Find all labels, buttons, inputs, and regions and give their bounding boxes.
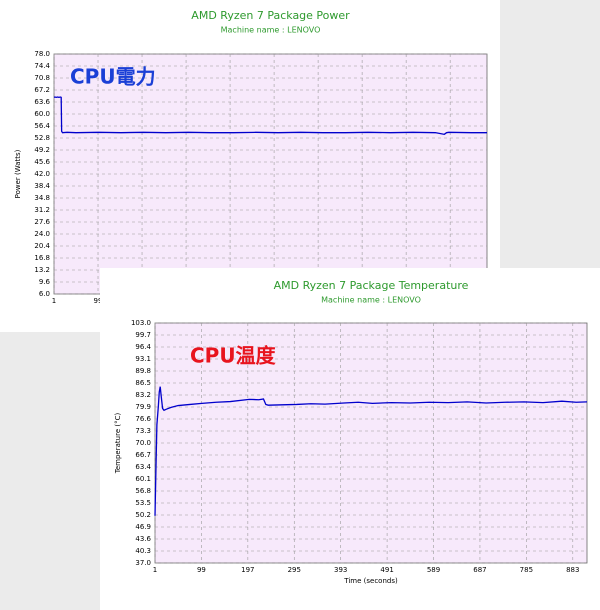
y-tick-label: 70.0 xyxy=(135,439,151,447)
y-tick-label: 96.4 xyxy=(135,343,151,351)
y-tick-label: 60.0 xyxy=(34,110,50,118)
x-tick-label: 883 xyxy=(566,566,579,574)
y-tick-label: 20.4 xyxy=(34,242,50,250)
x-tick-label: 491 xyxy=(380,566,393,574)
y-tick-label: 43.6 xyxy=(135,535,151,543)
chart-panel: AMD Ryzen 7 Package Power Machine name : … xyxy=(0,0,500,332)
y-tick-label: 67.2 xyxy=(34,86,50,94)
y-axis-label: Temperature (°C) xyxy=(114,413,122,475)
y-tick-label: 56.4 xyxy=(34,122,50,130)
y-tick-label: 63.6 xyxy=(34,98,50,106)
y-tick-label: 38.4 xyxy=(34,182,50,190)
y-tick-label: 99.7 xyxy=(135,331,151,339)
y-tick-label: 46.9 xyxy=(135,523,151,531)
chart-subtitle: Machine name : LENOVO xyxy=(321,296,421,305)
y-tick-label: 52.8 xyxy=(34,134,50,142)
y-tick-label: 73.3 xyxy=(135,427,151,435)
chart-title: AMD Ryzen 7 Package Temperature xyxy=(274,279,469,292)
y-tick-label: 74.4 xyxy=(34,62,50,70)
chart-subtitle: Machine name : LENOVO xyxy=(221,26,321,35)
y-tick-label: 89.8 xyxy=(135,367,151,375)
annotation: CPU電力 xyxy=(70,65,156,89)
y-tick-label: 34.8 xyxy=(34,194,50,202)
x-tick-label: 393 xyxy=(334,566,347,574)
y-tick-label: 37.0 xyxy=(135,559,151,567)
y-tick-label: 60.1 xyxy=(135,475,151,483)
x-tick-label: 687 xyxy=(473,566,486,574)
y-tick-label: 86.5 xyxy=(135,379,151,387)
y-tick-label: 16.8 xyxy=(34,254,50,262)
y-tick-label: 83.2 xyxy=(135,391,151,399)
x-tick-label: 99 xyxy=(94,297,103,305)
x-axis-label: Time (seconds) xyxy=(343,577,398,585)
y-tick-label: 66.7 xyxy=(135,451,151,459)
x-tick-label: 197 xyxy=(241,566,254,574)
data-line xyxy=(154,386,588,516)
y-tick-label: 50.2 xyxy=(135,511,151,519)
x-tick-label: 785 xyxy=(520,566,533,574)
x-tick-label: 99 xyxy=(197,566,206,574)
x-tick-label: 589 xyxy=(427,566,440,574)
y-tick-label: 45.6 xyxy=(34,158,50,166)
chart-title: AMD Ryzen 7 Package Power xyxy=(191,9,350,22)
y-tick-label: 76.6 xyxy=(135,415,151,423)
y-tick-label: 40.3 xyxy=(135,547,151,555)
y-tick-label: 31.2 xyxy=(34,206,50,214)
y-tick-label: 63.4 xyxy=(135,463,151,471)
x-tick-label: 1 xyxy=(153,566,157,574)
y-tick-label: 49.2 xyxy=(34,146,50,154)
y-tick-label: 79.9 xyxy=(135,403,151,411)
y-tick-label: 6.0 xyxy=(39,290,50,298)
y-tick-label: 93.1 xyxy=(135,355,151,363)
chart-panel: AMD Ryzen 7 Package Temperature Machine n… xyxy=(100,268,600,610)
y-tick-label: 78.0 xyxy=(34,50,50,58)
y-tick-label: 56.8 xyxy=(135,487,151,495)
annotation: CPU温度 xyxy=(190,344,277,368)
y-tick-label: 53.5 xyxy=(135,499,151,507)
x-tick-label: 295 xyxy=(288,566,301,574)
y-tick-label: 27.6 xyxy=(34,218,50,226)
data-line xyxy=(53,96,487,136)
y-tick-label: 13.2 xyxy=(34,266,50,274)
y-axis-label: Power (Watts) xyxy=(14,149,22,198)
y-tick-label: 103.0 xyxy=(131,319,151,327)
y-tick-label: 70.8 xyxy=(34,74,50,82)
y-tick-label: 42.0 xyxy=(34,170,50,178)
y-tick-label: 24.0 xyxy=(34,230,50,238)
y-tick-label: 9.6 xyxy=(39,278,51,286)
x-tick-label: 1 xyxy=(52,297,56,305)
